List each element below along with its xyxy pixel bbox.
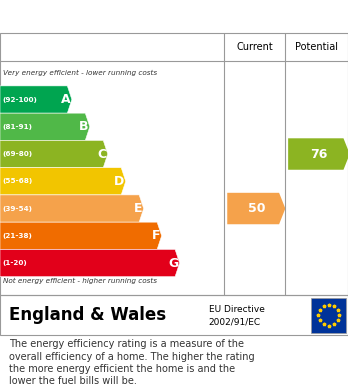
Text: Energy Efficiency Rating: Energy Efficiency Rating — [9, 9, 230, 24]
Text: (55-68): (55-68) — [3, 178, 33, 184]
Text: E: E — [134, 202, 142, 215]
Text: overall efficiency of a home. The higher the rating: overall efficiency of a home. The higher… — [9, 352, 254, 362]
Text: (81-91): (81-91) — [3, 124, 33, 130]
Text: (21-38): (21-38) — [3, 233, 33, 239]
Text: A: A — [61, 93, 70, 106]
Text: The energy efficiency rating is a measure of the: The energy efficiency rating is a measur… — [9, 339, 244, 350]
Text: 76: 76 — [310, 147, 327, 161]
Polygon shape — [0, 168, 126, 195]
Polygon shape — [0, 86, 72, 113]
Polygon shape — [288, 138, 348, 170]
Text: 2002/91/EC: 2002/91/EC — [209, 318, 261, 327]
Text: (92-100): (92-100) — [3, 97, 38, 102]
Polygon shape — [0, 249, 180, 277]
Text: F: F — [152, 229, 160, 242]
Text: (39-54): (39-54) — [3, 206, 33, 212]
Polygon shape — [0, 140, 108, 168]
Text: EU Directive: EU Directive — [209, 305, 265, 314]
Text: Not energy efficient - higher running costs: Not energy efficient - higher running co… — [3, 278, 158, 284]
Text: (1-20): (1-20) — [3, 260, 27, 266]
Text: Current: Current — [237, 42, 273, 52]
Polygon shape — [227, 193, 285, 224]
Text: England & Wales: England & Wales — [9, 306, 166, 324]
Text: the more energy efficient the home is and the: the more energy efficient the home is an… — [9, 364, 235, 374]
Bar — [311, 298, 346, 332]
Polygon shape — [0, 222, 161, 249]
Text: (69-80): (69-80) — [3, 151, 33, 157]
Text: D: D — [114, 175, 124, 188]
Polygon shape — [0, 195, 144, 222]
Text: C: C — [97, 147, 106, 161]
Text: B: B — [79, 120, 88, 133]
Polygon shape — [0, 113, 90, 140]
Text: G: G — [168, 256, 178, 269]
Text: lower the fuel bills will be.: lower the fuel bills will be. — [9, 377, 136, 386]
Text: Very energy efficient - lower running costs: Very energy efficient - lower running co… — [3, 70, 158, 76]
Text: Potential: Potential — [295, 42, 338, 52]
Text: 50: 50 — [247, 202, 265, 215]
